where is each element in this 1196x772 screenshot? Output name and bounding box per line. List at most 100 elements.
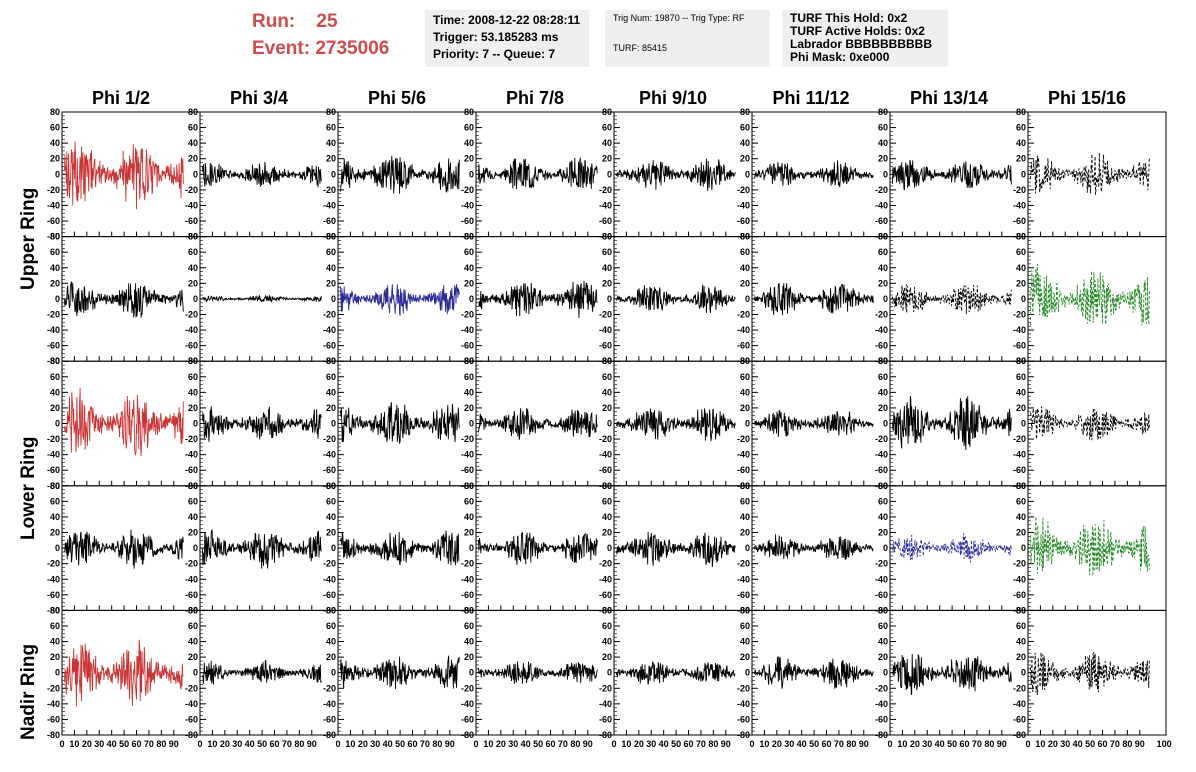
x-tick-label: 40 bbox=[245, 739, 255, 749]
y-tick-label: 60 bbox=[1016, 372, 1026, 382]
x-tick-label: 20 bbox=[1048, 739, 1058, 749]
y-tick-label: -20 bbox=[599, 559, 612, 569]
y-tick-label: 20 bbox=[50, 652, 60, 662]
y-tick-label: 40 bbox=[1016, 263, 1026, 273]
y-tick-label: 40 bbox=[1016, 512, 1026, 522]
y-tick-label: 20 bbox=[50, 528, 60, 538]
y-tick-label: 60 bbox=[602, 496, 612, 506]
y-tick-label: 60 bbox=[50, 372, 60, 382]
x-tick-label: 70 bbox=[972, 739, 982, 749]
y-tick-label: 0 bbox=[331, 294, 336, 304]
y-tick-label: 20 bbox=[1016, 154, 1026, 164]
x-tick-label: 90 bbox=[997, 739, 1007, 749]
y-tick-label: 20 bbox=[326, 403, 336, 413]
y-tick-label: 60 bbox=[188, 123, 198, 133]
y-tick-label: -60 bbox=[875, 714, 888, 724]
waveform-line bbox=[202, 161, 322, 188]
y-tick-label: -60 bbox=[185, 341, 198, 351]
y-tick-label: 80 bbox=[326, 356, 336, 366]
y-tick-label: 80 bbox=[464, 232, 474, 242]
y-tick-label: -60 bbox=[875, 590, 888, 600]
y-tick-label: -80 bbox=[47, 605, 60, 615]
y-tick-label: -60 bbox=[47, 216, 60, 226]
y-tick-label: 40 bbox=[188, 512, 198, 522]
y-tick-label: 60 bbox=[188, 372, 198, 382]
waveform-line bbox=[1030, 651, 1150, 696]
y-tick-label: -40 bbox=[47, 450, 60, 460]
y-tick-label: 60 bbox=[50, 247, 60, 257]
y-tick-label: 40 bbox=[878, 263, 888, 273]
y-tick-label: 80 bbox=[326, 232, 336, 242]
x-tick-label: 60 bbox=[546, 739, 556, 749]
waveform-line bbox=[478, 532, 598, 565]
y-tick-label: 0 bbox=[607, 419, 612, 429]
x-tick-label: 80 bbox=[570, 739, 580, 749]
y-tick-label: -40 bbox=[1013, 325, 1026, 335]
waveform-line bbox=[340, 284, 460, 316]
run-value: 25 bbox=[316, 11, 338, 32]
y-tick-label: 40 bbox=[464, 512, 474, 522]
y-tick-label: -20 bbox=[461, 309, 474, 319]
trig-text: Trig Num: 19870 -- Trig Type: RF bbox=[613, 13, 745, 23]
waveform-line bbox=[64, 281, 184, 318]
y-tick-label: 0 bbox=[1021, 543, 1026, 553]
x-tick-label: 80 bbox=[432, 739, 442, 749]
waveform-line bbox=[202, 294, 322, 303]
y-tick-label: 0 bbox=[745, 668, 750, 678]
y-tick-label: 20 bbox=[188, 278, 198, 288]
y-tick-label: 80 bbox=[602, 232, 612, 242]
y-tick-label: -40 bbox=[875, 200, 888, 210]
trigger-text: Trigger: 53.185283 ms bbox=[433, 30, 559, 44]
y-tick-label: 20 bbox=[1016, 278, 1026, 288]
y-tick-label: 0 bbox=[469, 668, 474, 678]
y-tick-label: 60 bbox=[740, 372, 750, 382]
y-tick-label: -60 bbox=[47, 465, 60, 475]
y-tick-label: -60 bbox=[737, 465, 750, 475]
y-tick-label: -40 bbox=[185, 574, 198, 584]
y-tick-label: -20 bbox=[599, 434, 612, 444]
y-tick-label: -40 bbox=[323, 325, 336, 335]
y-tick-label: 80 bbox=[188, 605, 198, 615]
y-tick-label: 20 bbox=[740, 528, 750, 538]
y-tick-label: 60 bbox=[878, 621, 888, 631]
y-tick-label: 80 bbox=[602, 356, 612, 366]
y-tick-label: 0 bbox=[193, 169, 198, 179]
y-tick-label: -20 bbox=[47, 434, 60, 444]
x-tick-label: 50 bbox=[533, 739, 543, 749]
waveform-line bbox=[754, 534, 874, 561]
y-tick-label: -60 bbox=[461, 216, 474, 226]
y-tick-label: 80 bbox=[602, 107, 612, 117]
y-tick-label: -60 bbox=[737, 341, 750, 351]
priority-text: Priority: 7 -- Queue: 7 bbox=[433, 47, 556, 61]
y-tick-label: -60 bbox=[599, 714, 612, 724]
x-tick-label: 80 bbox=[156, 739, 166, 749]
y-tick-label: -20 bbox=[599, 683, 612, 693]
y-tick-label: 40 bbox=[878, 512, 888, 522]
x-tick-label: 10 bbox=[207, 739, 217, 749]
y-tick-label: 0 bbox=[883, 294, 888, 304]
y-tick-label: -60 bbox=[461, 341, 474, 351]
x-tick-label: 90 bbox=[169, 739, 179, 749]
x-tick-label: 90 bbox=[583, 739, 593, 749]
event-label: Event: bbox=[252, 38, 311, 59]
y-tick-label: 80 bbox=[878, 605, 888, 615]
y-tick-label: 60 bbox=[1016, 123, 1026, 133]
y-tick-label: 60 bbox=[464, 123, 474, 133]
y-tick-label: 20 bbox=[464, 652, 474, 662]
y-tick-label: -20 bbox=[185, 309, 198, 319]
y-tick-label: 80 bbox=[188, 481, 198, 491]
y-tick-label: 60 bbox=[326, 496, 336, 506]
waveform-line bbox=[616, 531, 736, 568]
x-tick-label: 0 bbox=[59, 739, 64, 749]
phi-header-1: Phi 1/2 bbox=[91, 88, 151, 108]
y-tick-label: -80 bbox=[875, 730, 888, 740]
waveform-line bbox=[1030, 152, 1150, 195]
y-tick-label: 80 bbox=[740, 356, 750, 366]
y-tick-label: -80 bbox=[599, 730, 612, 740]
y-tick-label: -60 bbox=[599, 590, 612, 600]
x-tick-label: 90 bbox=[721, 739, 731, 749]
y-tick-label: -20 bbox=[737, 559, 750, 569]
y-tick-label: 60 bbox=[50, 496, 60, 506]
turf-info-box: TURF This Hold: 0x2 TURF Active Holds: 0… bbox=[782, 10, 948, 67]
y-tick-label: 60 bbox=[188, 621, 198, 631]
